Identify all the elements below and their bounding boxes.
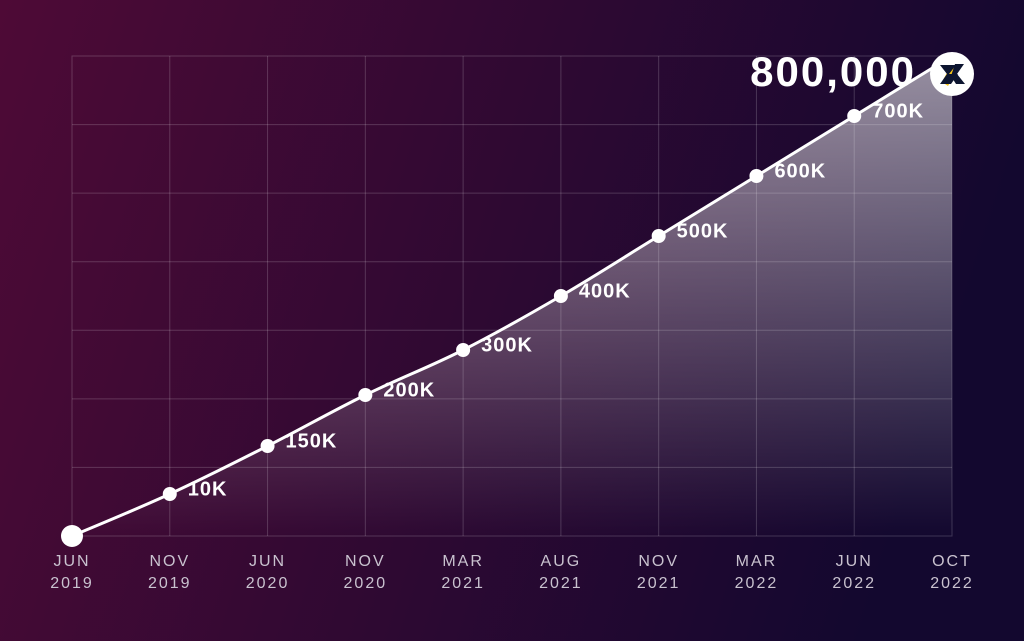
data-marker (847, 109, 861, 123)
logo-badge (930, 52, 974, 96)
data-marker (358, 388, 372, 402)
data-marker (554, 289, 568, 303)
data-marker (652, 229, 666, 243)
x-axis-year: 2022 (930, 575, 974, 592)
x-axis-year: 2021 (539, 575, 583, 592)
x-axis-month: NOV (149, 553, 190, 570)
headline-value: 800,000 (750, 48, 916, 95)
chart-svg: 10K 150K 200K 300K 400K 500K 600K 700K JUN 2019 NO… (0, 0, 1024, 641)
growth-chart: 10K 150K 200K 300K 400K 500K 600K 700K JUN 2019 NO… (0, 0, 1024, 641)
x-axis-month: MAR (736, 553, 778, 570)
data-marker (261, 439, 275, 453)
x-axis-month: NOV (345, 553, 386, 570)
x-axis-month: AUG (541, 553, 582, 570)
data-point-label: 150K (286, 430, 338, 452)
x-axis-month: OCT (932, 553, 972, 570)
data-marker (61, 525, 83, 547)
data-point-label: 10K (188, 478, 228, 500)
x-axis-month: JUN (53, 553, 90, 570)
x-axis-month: NOV (638, 553, 679, 570)
data-point-label: 500K (677, 220, 729, 242)
x-axis-year: 2019 (148, 575, 192, 592)
data-point-label: 200K (383, 379, 435, 401)
x-axis-month: MAR (442, 553, 484, 570)
x-axis-year: 2020 (344, 575, 388, 592)
data-point-label: 300K (481, 334, 533, 356)
data-point-label: 600K (774, 160, 826, 182)
data-point-label: 700K (872, 100, 924, 122)
x-axis-month: JUN (249, 553, 286, 570)
data-marker (163, 487, 177, 501)
x-axis-year: 2022 (832, 575, 876, 592)
data-marker (749, 169, 763, 183)
data-point-label: 400K (579, 280, 631, 302)
x-axis-year: 2020 (246, 575, 290, 592)
x-axis-year: 2019 (50, 575, 94, 592)
x-axis-year: 2022 (735, 575, 779, 592)
data-marker (456, 343, 470, 357)
x-axis-year: 2021 (441, 575, 485, 592)
x-axis-year: 2021 (637, 575, 681, 592)
x-axis-month: JUN (836, 553, 873, 570)
